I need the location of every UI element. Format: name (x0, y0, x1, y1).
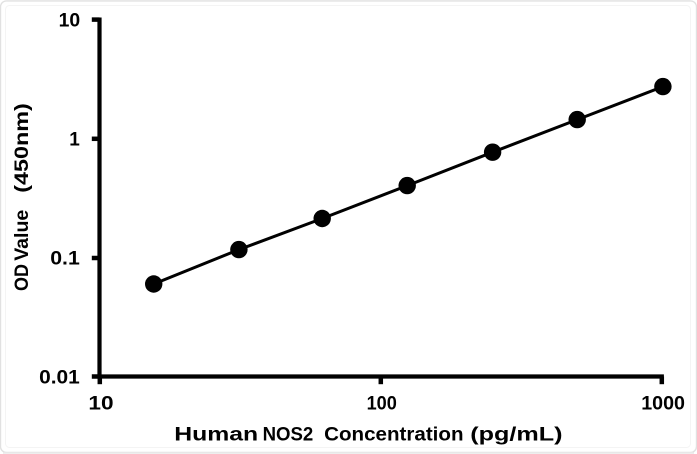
svg-text:0.01: 0.01 (39, 367, 80, 388)
svg-text:Concentration: Concentration (324, 424, 463, 445)
svg-text:100: 100 (367, 392, 397, 413)
svg-text:Human: Human (174, 423, 258, 445)
svg-text:OD: OD (11, 264, 33, 291)
svg-text:10: 10 (59, 11, 81, 32)
svg-text:1: 1 (69, 130, 80, 151)
svg-text:0.1: 0.1 (50, 249, 80, 270)
svg-text:(pg/mL): (pg/mL) (470, 423, 562, 444)
svg-text:10: 10 (88, 393, 113, 414)
svg-text:(450nm): (450nm) (11, 103, 32, 193)
svg-text:NOS2: NOS2 (263, 423, 314, 444)
svg-text:1000: 1000 (641, 394, 685, 415)
svg-text:Value: Value (12, 209, 33, 260)
